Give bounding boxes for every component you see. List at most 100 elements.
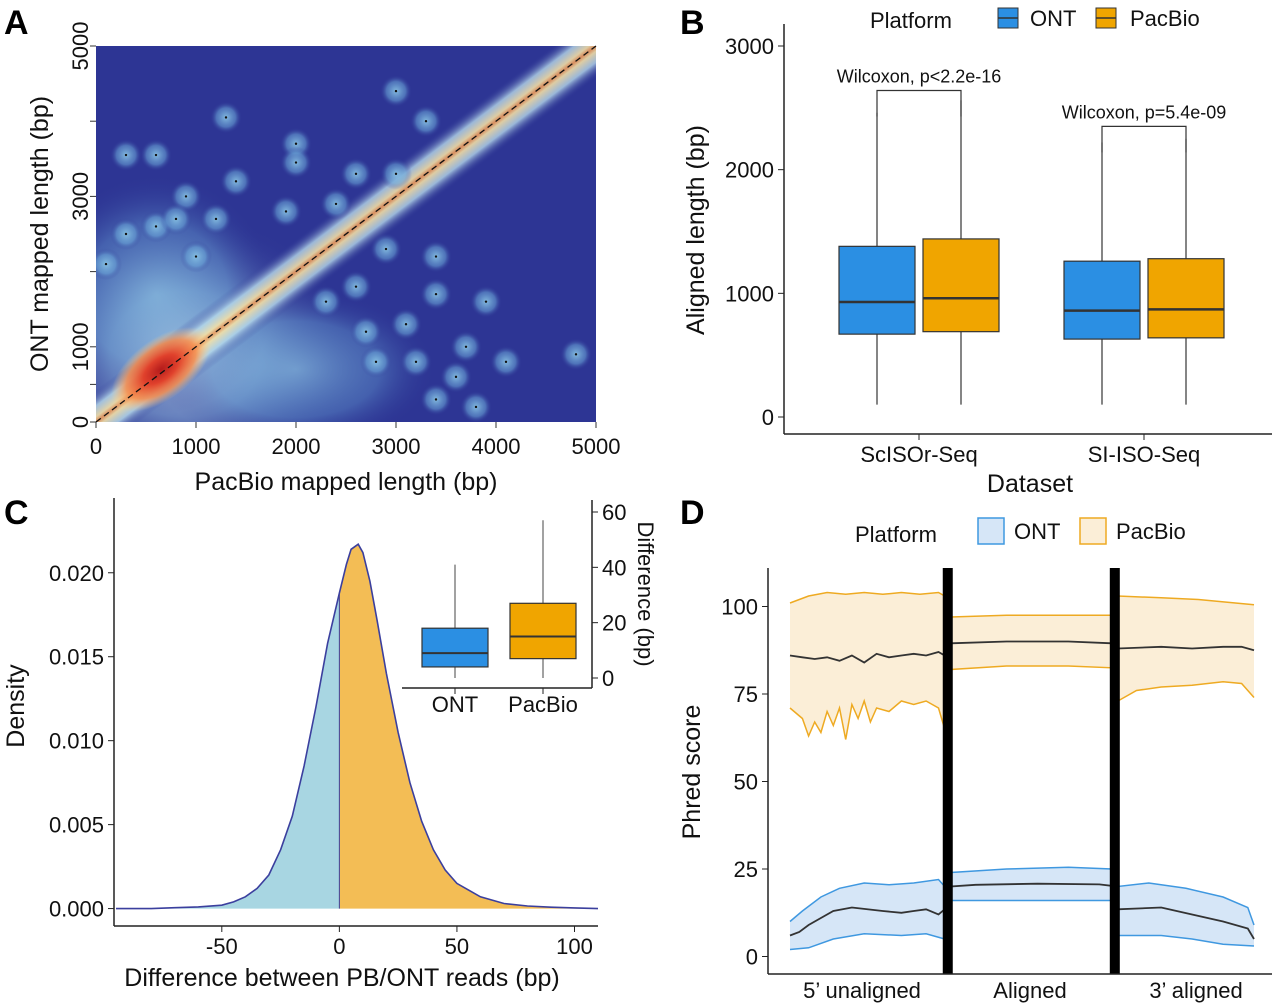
panel-c-y-axis-title: Density xyxy=(2,664,30,748)
data-point xyxy=(454,375,458,379)
data-point xyxy=(414,360,418,364)
panel-b-x-tick-label: SI-ISO-Seq xyxy=(1088,442,1200,467)
inset-y-tick-label: 60 xyxy=(602,500,626,525)
panel-b-legend-title: Platform xyxy=(870,8,952,33)
panel-b-y-tick-label: 0 xyxy=(762,405,774,430)
wilcoxon-label: Wilcoxon, p=5.4e-09 xyxy=(1062,102,1227,122)
panel-a-y-tick-label: 3000 xyxy=(68,172,93,221)
legend-swatch-ont-ribbon xyxy=(977,517,1005,545)
data-point xyxy=(364,330,368,333)
panel-c-inset-boxplot: 0 20 40 60 ONT PacBio xyxy=(400,500,626,717)
panel-b-boxplot: Platform ONT PacBio Wilcoxon, p<2.2e-16W… xyxy=(682,6,1272,498)
panel-a-x-tick-label: 2000 xyxy=(272,434,321,459)
panel-label-a: A xyxy=(4,4,29,42)
panel-b-y-tick-label: 1000 xyxy=(725,281,774,306)
panel-d-y-tick-label: 50 xyxy=(734,770,758,795)
data-point xyxy=(154,225,158,228)
density-peak xyxy=(111,327,211,412)
significance-bracket xyxy=(1101,125,1187,153)
significance-bracket xyxy=(876,89,962,117)
data-point xyxy=(484,300,488,303)
panel-d-phred: Platform ONT PacBio 0 25 50 75 100 5’ unalign… xyxy=(678,517,1272,1003)
panel-d-y-tick-label: 75 xyxy=(734,682,758,707)
data-point xyxy=(574,353,578,356)
data-point xyxy=(294,142,298,145)
data-point xyxy=(174,217,178,221)
inset-box-ont xyxy=(421,627,489,668)
data-point xyxy=(434,292,438,296)
wilcoxon-label: Wilcoxon, p<2.2e-16 xyxy=(837,67,1002,87)
data-point xyxy=(224,116,228,119)
data-point xyxy=(104,262,108,266)
inset-y-tick-label: 40 xyxy=(602,555,626,580)
panel-c-x-tick-label: 0 xyxy=(333,934,345,959)
inset-y-tick-label: 0 xyxy=(602,666,614,691)
data-point xyxy=(464,345,468,348)
diagonal-reference-line xyxy=(95,45,597,423)
data-point xyxy=(124,153,128,157)
panel-b-legend: Platform ONT PacBio xyxy=(870,6,1200,33)
data-point xyxy=(284,210,288,213)
panel-d-segment-label: 5’ unaligned xyxy=(803,978,921,1003)
panel-a-x-tick-label: 5000 xyxy=(572,434,621,459)
data-point xyxy=(194,255,198,258)
panel-c-y-tick-label: 0.020 xyxy=(49,561,104,586)
panel-label-c: C xyxy=(4,494,29,532)
panel-label-b: B xyxy=(680,4,705,42)
segment-divider-1 xyxy=(942,568,953,974)
panel-a-y-axis-title: ONT mapped length (bp) xyxy=(26,96,54,372)
panel-b-y-tick-label: 3000 xyxy=(725,34,774,59)
box-ont xyxy=(838,245,916,335)
panel-b-y-axis-title: Aligned length (bp) xyxy=(682,125,710,335)
panel-a-x-tick-label: 4000 xyxy=(472,434,521,459)
panel-c-density: 0.000 0.005 0.010 0.015 0.020 -50 0 50 100 Diffe… xyxy=(2,498,658,992)
panel-c-x-tick-label: 50 xyxy=(445,934,469,959)
ribbon-lower-pacbio xyxy=(789,665,1255,740)
density-curve xyxy=(116,543,599,910)
panel-c-x-tick-label: -50 xyxy=(206,934,238,959)
panel-a-axes: 0 1000 2000 3000 4000 5000 0 1000 3000 5000 xyxy=(68,22,621,459)
panel-a-x-tick-label: 3000 xyxy=(372,434,421,459)
inset-y-tick-label: 20 xyxy=(602,611,626,636)
panel-a-y-tick-label: 1000 xyxy=(68,322,93,371)
panel-c-y-tick-label: 0.000 xyxy=(49,897,104,922)
inset-box-pacbio xyxy=(509,602,577,660)
data-point xyxy=(394,89,398,93)
density-area-negative xyxy=(116,592,340,909)
data-point xyxy=(184,195,188,198)
data-point xyxy=(124,232,128,236)
panel-d-legend-ont: ONT xyxy=(1014,519,1060,544)
panel-b-boxes: Wilcoxon, p<2.2e-16 Wilcoxon, p=5.4e-09 xyxy=(837,67,1227,405)
data-point xyxy=(154,153,158,157)
legend-label-pacbio: PacBio xyxy=(1130,6,1200,31)
data-point xyxy=(384,247,388,251)
panel-c-y-tick-label: 0.005 xyxy=(49,813,104,838)
panel-c-axes: 0.000 0.005 0.010 0.015 0.020 -50 0 50 100 xyxy=(49,498,598,959)
panel-d-legend: Platform ONT PacBio xyxy=(855,517,1186,547)
panel-c-density-area xyxy=(116,543,599,910)
data-point xyxy=(474,405,478,409)
panel-c-x-tick-label: 100 xyxy=(556,934,593,959)
segment-divider-2 xyxy=(1109,568,1120,974)
panel-a-x-tick-label: 0 xyxy=(90,434,102,459)
data-point xyxy=(214,217,218,221)
inset-x-tick-label: ONT xyxy=(432,692,478,717)
data-point xyxy=(434,255,438,258)
data-point xyxy=(434,398,438,401)
data-point xyxy=(334,202,338,206)
data-point xyxy=(394,172,398,176)
panel-b-axes: 0 1000 2000 3000 ScISOr-Seq SI-ISO-Seq xyxy=(725,24,1272,467)
data-point xyxy=(234,180,238,183)
density-blob xyxy=(96,248,122,281)
panel-c-x-axis-title: Difference between PB/ONT reads (bp) xyxy=(124,964,559,992)
legend-label-ont: ONT xyxy=(1030,6,1076,31)
panel-d-ribbons xyxy=(789,568,1255,974)
data-point xyxy=(294,161,298,164)
panel-a-y-tick-label: 5000 xyxy=(68,22,93,71)
box-ont xyxy=(1063,260,1141,340)
density-area-positive xyxy=(339,544,598,909)
panel-d-segment-label: Aligned xyxy=(993,978,1066,1003)
panel-d-y-axis-title: Phred score xyxy=(678,705,706,840)
panel-d-y-tick-label: 100 xyxy=(721,595,758,620)
